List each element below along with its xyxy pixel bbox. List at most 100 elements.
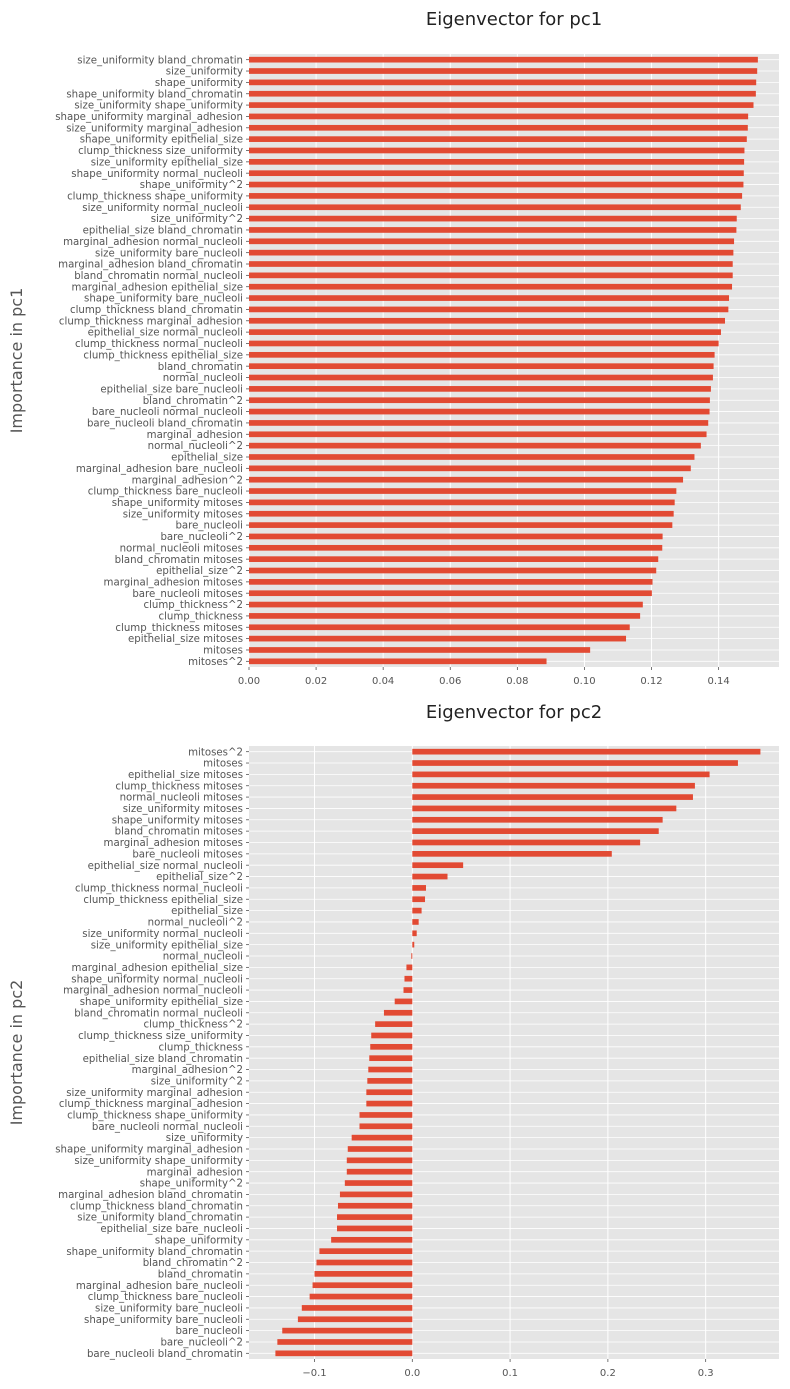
category-label: marginal_adhesion bland_chromatin <box>58 260 243 271</box>
category-label: marginal_adhesion^2 <box>132 1065 243 1076</box>
y-axis-label: Importance in pc1 <box>7 288 26 434</box>
category-label: normal_nucleoli^2 <box>148 918 243 929</box>
category-label: shape_uniformity mitoses <box>112 498 243 509</box>
category-label: clump_thickness shape_uniformity <box>67 1111 243 1122</box>
x-tick-label: 0.1 <box>502 1368 518 1379</box>
bar <box>368 1066 413 1073</box>
x-tick-label: 0.2 <box>600 1368 616 1379</box>
bar <box>249 647 591 653</box>
category-label: size_uniformity epithelial_size <box>91 157 243 168</box>
category-label: shape_uniformity marginal_adhesion <box>55 1145 243 1156</box>
category-label: clump_thickness <box>159 1042 244 1053</box>
bar <box>366 1089 413 1096</box>
bar <box>249 601 643 608</box>
bar <box>369 1055 413 1062</box>
bar <box>412 828 659 834</box>
category-label: epithelial_size^2 <box>156 566 243 577</box>
bar <box>412 782 695 789</box>
x-tick-label: 0.02 <box>305 676 327 687</box>
category-label: size_uniformity shape_uniformity <box>74 101 243 112</box>
bar <box>249 102 754 108</box>
bar <box>249 329 721 335</box>
chart-title: Eigenvector for pc2 <box>426 702 602 723</box>
bar <box>344 1180 413 1186</box>
category-label: mitoses <box>203 646 243 657</box>
bar <box>249 306 729 313</box>
category-label: bland_chromatin <box>158 362 243 373</box>
category-label: shape_uniformity bare_nucleoli <box>84 1315 243 1326</box>
category-label: clump_thickness <box>159 612 244 623</box>
plot-background <box>249 746 779 1359</box>
category-label: bare_nucleoli normal_nucleoli <box>92 407 243 418</box>
bar <box>412 851 612 857</box>
bar <box>412 919 419 925</box>
category-label: epithelial_size normal_nucleoli <box>88 861 243 872</box>
bar <box>249 159 745 165</box>
bar <box>314 1271 413 1277</box>
bar <box>282 1327 413 1334</box>
category-label: clump_thickness bare_nucleoli <box>88 487 243 498</box>
category-label: clump_thickness marginal_adhesion <box>59 1099 243 1110</box>
category-label: mitoses <box>203 759 243 770</box>
category-label: normal_nucleoli mitoses <box>120 543 243 554</box>
bar <box>412 816 663 823</box>
category-label: size_uniformity bare_nucleoli <box>95 248 243 259</box>
category-label: epithelial_size <box>171 453 243 464</box>
bar <box>412 760 738 766</box>
category-label: bland_chromatin normal_nucleoli <box>74 271 243 282</box>
bar <box>249 79 757 86</box>
x-tick-label: −0.1 <box>302 1368 326 1379</box>
category-label: marginal_adhesion mitoses <box>104 577 243 588</box>
category-label: bare_nucleoli mitoses <box>132 589 243 600</box>
category-label: epithelial_size bland_chromatin <box>83 226 243 237</box>
bar <box>370 1043 413 1050</box>
bar <box>412 794 693 800</box>
category-label: marginal_adhesion bare_nucleoli <box>76 464 243 475</box>
category-label: bare_nucleoli <box>175 1326 243 1337</box>
bar <box>412 873 448 880</box>
bar <box>249 624 630 631</box>
category-label: clump_thickness^2 <box>143 1020 243 1031</box>
category-label: shape_uniformity normal_nucleoli <box>71 169 243 180</box>
bar <box>249 420 709 426</box>
bar <box>403 987 413 993</box>
bar <box>309 1293 413 1300</box>
bar <box>249 272 733 279</box>
category-label: marginal_adhesion normal_nucleoli <box>63 986 243 997</box>
category-label: bland_chromatin normal_nucleoli <box>74 1008 243 1019</box>
bar <box>249 386 711 392</box>
bar <box>249 442 701 449</box>
category-label: clump_thickness normal_nucleoli <box>75 883 243 894</box>
category-label: marginal_adhesion mitoses <box>104 838 243 849</box>
category-label: bland_chromatin <box>158 1269 243 1280</box>
category-label: bland_chromatin mitoses <box>115 827 243 838</box>
category-label: shape_uniformity marginal_adhesion <box>55 112 243 123</box>
bar <box>346 1157 413 1164</box>
category-label: shape_uniformity mitoses <box>112 815 243 826</box>
bar <box>249 295 730 301</box>
bar <box>394 998 413 1005</box>
plot-background <box>249 54 779 667</box>
bar <box>249 499 675 506</box>
x-tick-label: 0.10 <box>573 676 595 687</box>
category-label: normal_nucleoli <box>163 952 243 963</box>
bar <box>412 885 426 891</box>
category-label: shape_uniformity^2 <box>140 1179 243 1190</box>
bar <box>249 68 758 74</box>
bar <box>404 975 413 982</box>
bar <box>249 215 737 222</box>
bar <box>312 1282 413 1289</box>
x-tick-label: 0.06 <box>439 676 461 687</box>
category-label: shape_uniformity epithelial_size <box>80 135 243 146</box>
bar <box>359 1112 413 1118</box>
category-label: clump_thickness^2 <box>143 600 243 611</box>
category-label: clump_thickness epithelial_size <box>83 895 243 906</box>
category-label: size_uniformity bland_chromatin <box>77 55 243 66</box>
bar <box>249 317 725 324</box>
category-label: mitoses^2 <box>188 747 243 758</box>
category-label: shape_uniformity bare_nucleoli <box>84 294 243 305</box>
category-label: marginal_adhesion <box>147 1167 243 1178</box>
chart-title: Eigenvector for pc1 <box>426 9 602 30</box>
bar <box>249 56 758 63</box>
